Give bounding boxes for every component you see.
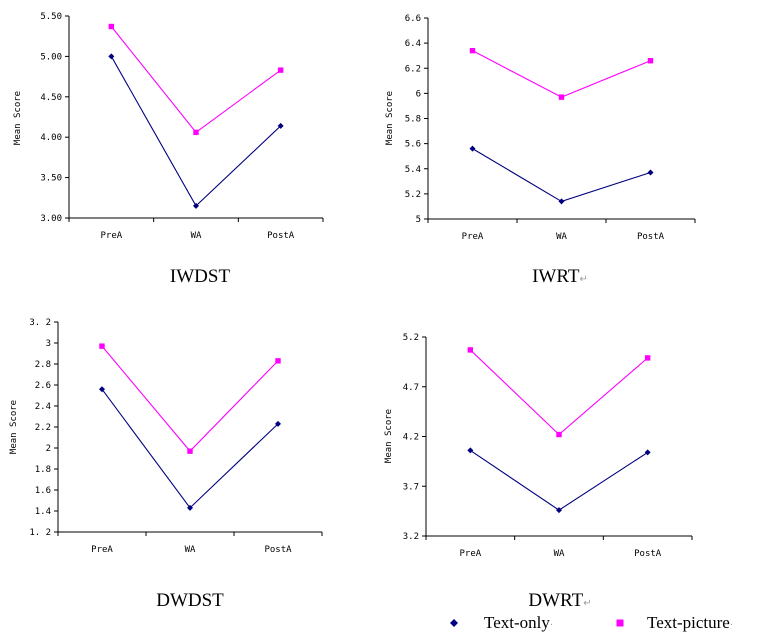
data-point-text-picture <box>187 448 193 454</box>
x-tick-label: WA <box>554 549 565 559</box>
data-point-text-only <box>193 202 199 209</box>
series-line-text-picture <box>472 50 651 98</box>
legend-marker-diamond <box>450 619 458 627</box>
data-point-text-only <box>275 420 281 427</box>
y-tick-label: 2.8 <box>35 360 51 370</box>
data-point-text-only <box>556 507 562 514</box>
y-tick-label: 5.8 <box>405 115 421 125</box>
data-point-text-picture <box>469 47 476 54</box>
data-point-text-only <box>467 447 474 454</box>
x-tick-label: PreA <box>91 545 113 555</box>
y-axis-label: Mean Score <box>13 91 23 145</box>
data-point-text-only <box>108 53 115 60</box>
y-tick-label: 6.6 <box>405 14 421 24</box>
y-tick-label: 3.2 <box>403 532 419 542</box>
data-point-text-only <box>647 169 654 176</box>
y-tick-label: 5 <box>416 215 421 225</box>
y-axis-label: Mean Score <box>385 91 395 145</box>
legend-label: Text-only· <box>484 613 553 632</box>
data-point-text-picture <box>467 347 474 353</box>
y-tick-label: 2.6 <box>35 381 51 391</box>
data-point-text-picture <box>644 355 651 361</box>
data-point-text-picture <box>193 129 199 136</box>
y-tick-label: 5.00 <box>40 52 62 62</box>
data-point-text-picture <box>108 23 115 30</box>
data-point-text-picture <box>277 67 284 73</box>
y-tick-label: 3.00 <box>40 214 62 224</box>
paragraph-mark: ↵ <box>583 598 591 609</box>
y-tick-label: 1.4 <box>35 507 51 517</box>
y-tick-label: 1.8 <box>35 465 51 475</box>
y-tick-label: 5.6 <box>405 140 421 150</box>
data-point-text-only <box>99 386 105 393</box>
paragraph-mark: ↵ <box>580 274 588 285</box>
data-point-text-only <box>644 449 651 456</box>
y-tick-label: 3 <box>46 339 51 349</box>
x-tick-label: WA <box>185 545 196 555</box>
y-tick-label: 4.00 <box>40 133 62 143</box>
data-point-text-picture <box>647 58 654 64</box>
y-tick-label: 2.2 <box>35 423 51 433</box>
y-tick-label: 1.6 <box>35 486 51 496</box>
x-tick-label: PostA <box>267 231 295 241</box>
data-point-text-picture <box>556 431 562 438</box>
y-tick-label: 5.50 <box>40 12 62 22</box>
chart-title: IWDST <box>170 266 231 287</box>
legend-marker-square <box>616 619 624 627</box>
series-line-text-picture <box>101 345 279 452</box>
paragraph-mark: · <box>730 620 733 631</box>
y-tick-label: 5.2 <box>405 190 421 200</box>
series-line-text-only <box>472 148 651 203</box>
y-tick-label: 6 <box>416 89 421 99</box>
x-tick-label: PreA <box>100 231 122 241</box>
data-point-text-picture <box>275 358 281 364</box>
y-tick-label: 4.2 <box>403 433 419 443</box>
data-point-text-picture <box>558 94 565 100</box>
x-tick-label: WA <box>556 232 567 242</box>
x-tick-label: PostA <box>264 545 292 555</box>
series-line-text-picture <box>110 26 281 134</box>
y-tick-label: 4.7 <box>403 383 419 393</box>
chart-title: DWRT↵ <box>528 590 591 611</box>
y-tick-label: 3. 2 <box>29 318 51 328</box>
x-tick-label: PreA <box>459 549 481 559</box>
y-tick-label: 1. 2 <box>29 528 51 538</box>
y-tick-label: 4.50 <box>40 93 62 103</box>
data-point-text-only <box>469 145 476 152</box>
y-axis-label: Mean Score <box>384 409 394 463</box>
data-point-text-only <box>558 198 565 205</box>
data-point-text-only <box>277 122 284 129</box>
y-tick-label: 5.4 <box>405 165 421 175</box>
y-tick-label: 6.4 <box>405 39 421 49</box>
y-tick-label: 6.2 <box>405 64 421 74</box>
y-tick-label: 5.2 <box>403 333 419 343</box>
y-tick-label: 2.4 <box>35 402 51 412</box>
series-line-text-picture <box>469 349 649 436</box>
chart-title: IWRT↵ <box>532 266 588 287</box>
paragraph-mark: · <box>550 620 553 631</box>
data-point-text-only <box>187 504 193 511</box>
x-tick-label: WA <box>191 231 202 241</box>
y-tick-label: 3.50 <box>40 174 62 184</box>
series-line-text-only <box>470 449 648 511</box>
chart-title: DWDST <box>156 590 224 611</box>
y-tick-label: 2 <box>46 444 51 454</box>
x-tick-label: PreA <box>462 232 484 242</box>
legend-label: Text-picture· <box>647 613 733 632</box>
y-tick-label: 3.7 <box>403 482 419 492</box>
x-tick-label: PostA <box>637 232 665 242</box>
y-axis-label: Mean Score <box>9 400 19 454</box>
data-point-text-picture <box>99 343 105 349</box>
x-tick-label: PostA <box>634 549 662 559</box>
